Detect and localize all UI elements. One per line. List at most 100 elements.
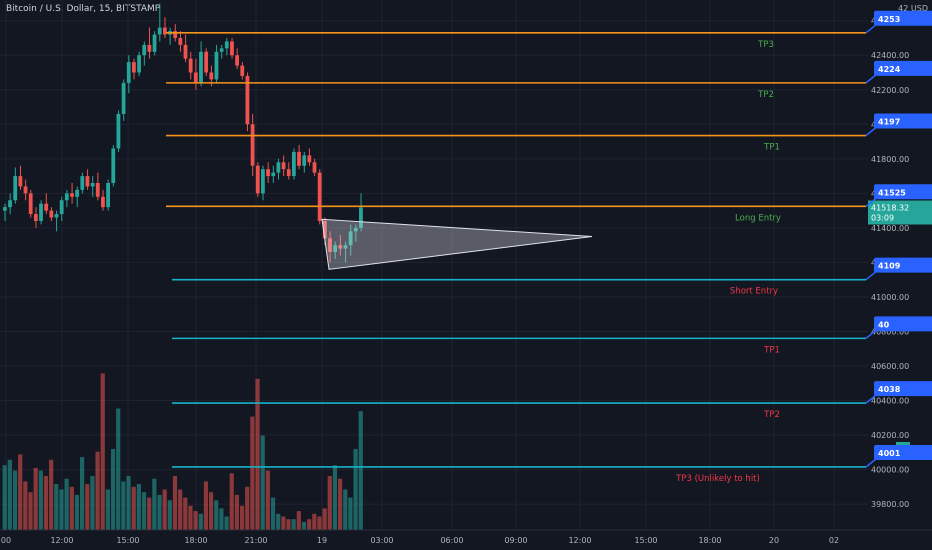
candle-body xyxy=(13,176,18,201)
candle-body xyxy=(240,65,245,76)
price-tag-text: 4001 xyxy=(878,449,901,458)
candle-body xyxy=(183,44,188,59)
price-tag-text: 40 xyxy=(878,320,890,329)
candle-body xyxy=(95,182,100,197)
volume-bar xyxy=(317,516,322,530)
level-price-tags: 4253 4224 4197 41525 4109 40 4038 4001 xyxy=(865,10,932,468)
candle-body xyxy=(307,155,312,163)
volume-bar xyxy=(353,449,358,530)
candle-body xyxy=(230,41,234,56)
candle-body xyxy=(271,172,276,177)
volume-bar xyxy=(43,476,49,530)
tag-pointer xyxy=(865,126,877,137)
volume-bar xyxy=(265,470,270,530)
price-tag-text: 4197 xyxy=(878,118,900,127)
candle-body xyxy=(54,214,59,218)
volume-bar xyxy=(18,454,23,530)
candle-body xyxy=(126,62,131,83)
candle-body xyxy=(121,82,126,114)
candle-body xyxy=(116,113,121,149)
candle-body xyxy=(44,203,49,211)
volume-bar xyxy=(59,489,64,530)
volume-bar xyxy=(33,467,38,530)
volume-bar xyxy=(214,500,219,530)
volume-bar xyxy=(105,489,110,530)
candle-body xyxy=(132,62,136,73)
tag-pointer xyxy=(865,197,877,207)
candle-body xyxy=(75,189,80,197)
corner-price: 42 xyxy=(898,4,909,13)
volume-bar xyxy=(162,489,167,530)
candle-body xyxy=(255,165,260,194)
time-tick-label: 03:00 xyxy=(370,536,393,545)
volume-bar xyxy=(312,513,317,530)
time-tick-label: 21:00 xyxy=(244,536,267,545)
tag-pointer xyxy=(865,74,877,84)
tag-pointer xyxy=(865,271,877,281)
candle-body xyxy=(353,227,358,232)
volume-bar xyxy=(7,459,12,530)
tag-pointer xyxy=(865,329,877,339)
time-tick-label: 12:00 xyxy=(50,536,73,545)
volume-bar xyxy=(85,484,90,530)
current-price-value: 41518.32 xyxy=(871,204,909,213)
volume-bar xyxy=(172,476,178,530)
candle-body xyxy=(219,48,224,52)
candle-body xyxy=(137,55,141,73)
price-tick-label: 40400.00 xyxy=(871,397,909,406)
tag-pointer xyxy=(865,24,877,34)
volume-bar xyxy=(229,473,234,530)
price-levels[interactable]: TP3 TP2 TP1 Long Entry Short Entry TP1 TP2 TP3 … xyxy=(166,32,866,484)
volume-bar xyxy=(49,459,54,530)
candle-body xyxy=(199,51,203,83)
candle-body xyxy=(328,238,332,253)
candle-body xyxy=(18,176,23,187)
volume-bar xyxy=(188,505,193,530)
candle-body xyxy=(291,151,296,177)
volume-bar xyxy=(100,373,105,530)
candle-body xyxy=(286,169,291,177)
candle-body xyxy=(157,27,162,35)
volume-bar xyxy=(296,511,301,530)
volume-bar xyxy=(110,449,116,530)
time-tick-label: 18:00 xyxy=(698,536,721,545)
candle-body xyxy=(142,44,147,56)
volume-bar xyxy=(38,470,43,530)
volume-bar xyxy=(28,492,33,530)
price-tag xyxy=(874,257,932,273)
volume-bar xyxy=(338,478,343,530)
volume-bar xyxy=(245,486,250,530)
price-tag xyxy=(874,444,932,460)
candle-body xyxy=(3,207,7,211)
price-tag xyxy=(874,10,932,26)
price-tick-label: 40000.00 xyxy=(871,466,909,475)
volume-bar xyxy=(141,492,147,530)
triangle-drawing[interactable] xyxy=(321,218,593,270)
volume-bar xyxy=(64,478,69,530)
candle-body xyxy=(266,169,270,177)
volume-bar xyxy=(260,435,265,530)
price-tick-label: 41000.00 xyxy=(871,293,909,302)
volume-bar xyxy=(178,489,183,530)
price-tick-label: 42200.00 xyxy=(871,86,909,95)
candle-body xyxy=(28,193,33,215)
candle-body xyxy=(23,186,28,194)
candle-body xyxy=(261,169,265,194)
time-axis[interactable]: 00 12:00 15:00 18:00 21:00 19 03:00 06:00 09:00 1… xyxy=(0,529,932,545)
volume-bar xyxy=(116,408,121,530)
candle-body xyxy=(224,41,229,49)
candle-body xyxy=(317,172,322,221)
volume-bar xyxy=(327,476,332,530)
price-tag xyxy=(874,184,932,200)
volume-bar xyxy=(152,478,157,530)
triangle-shape[interactable] xyxy=(321,218,593,270)
price-tick-label: 42400.00 xyxy=(871,51,909,60)
volume-bar xyxy=(209,492,214,530)
candle-body xyxy=(70,193,74,197)
candle-body xyxy=(85,176,90,187)
volume-bar xyxy=(286,519,291,530)
candle-body xyxy=(338,245,343,249)
time-tick-label: 02 xyxy=(829,536,839,545)
currency-label[interactable]: 42 USD xyxy=(898,4,928,13)
